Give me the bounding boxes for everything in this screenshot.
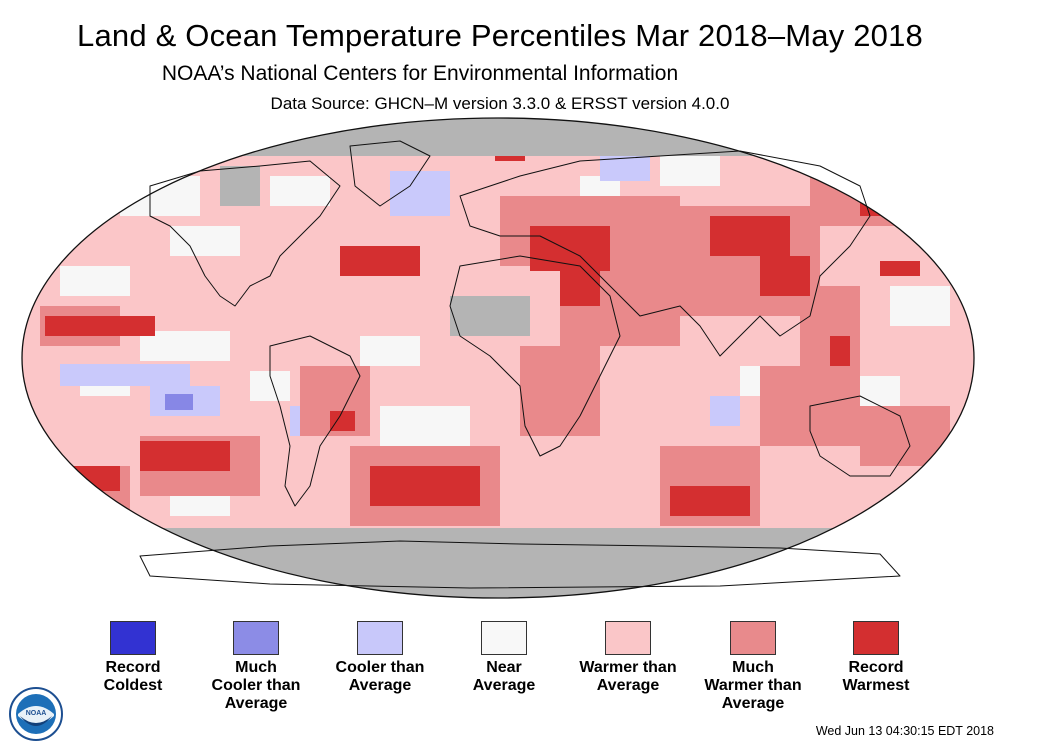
timestamp: Wed Jun 13 04:30:15 EDT 2018: [815, 724, 994, 738]
anomaly-record-warm-patches: [45, 146, 920, 516]
globe-border: [21, 117, 975, 599]
map-subtitle: NOAA’s National Centers for Environmenta…: [161, 62, 679, 85]
legend-swatch: [357, 621, 403, 655]
legend-label: Much Cooler than Average: [211, 659, 301, 712]
legend-label: Record Coldest: [103, 659, 163, 694]
legend-swatch: [233, 621, 279, 655]
legend-label: Near Average: [472, 659, 536, 694]
north-america-outline: [149, 160, 341, 307]
greenland-no-data-patch: [220, 166, 260, 206]
greenland-outline: [349, 140, 431, 207]
sahara-no-data-patch: [450, 296, 530, 336]
legend-swatch: [730, 621, 776, 655]
australia-outline: [809, 395, 911, 477]
antarctica-outline: [139, 540, 901, 589]
world-temperature-percentile-map: [21, 117, 975, 599]
noaa-logo-text: NOAA: [26, 710, 47, 717]
legend-swatch: [605, 621, 651, 655]
legend-swatch: [853, 621, 899, 655]
legend-swatch: [110, 621, 156, 655]
africa-outline: [449, 255, 621, 457]
map-fill-layer: [22, 118, 974, 598]
map-title: Land & Ocean Temperature Percentiles Mar…: [77, 18, 923, 53]
noaa-logo: NOAA: [9, 687, 63, 741]
legend-label: Cooler than Average: [335, 659, 425, 694]
coastlines: [139, 140, 911, 589]
legend-label: Warmer than Average: [579, 659, 677, 694]
south-america-outline: [269, 335, 361, 507]
arctic-no-data: [22, 118, 974, 156]
anomaly-much-cooler-patch: [165, 394, 193, 410]
legend-label: Much Warmer than Average: [704, 659, 802, 712]
legend-swatch: [481, 621, 527, 655]
anomaly-near-average-patches: [60, 156, 950, 516]
legend-label: Record Warmest: [842, 659, 910, 694]
bird-icon: [18, 706, 54, 724]
antarctica-no-data: [22, 528, 974, 598]
data-source: Data Source: GHCN–M version 3.3.0 & ERSS…: [270, 94, 730, 113]
